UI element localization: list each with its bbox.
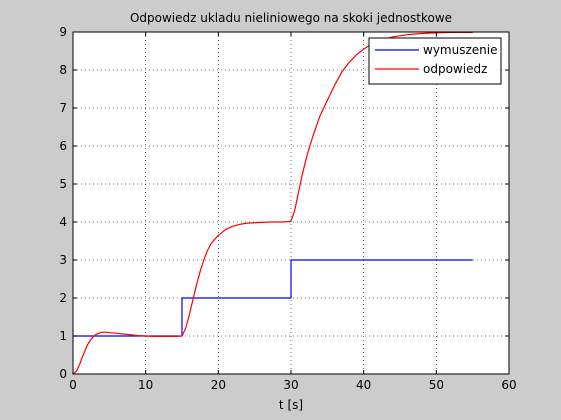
axis-tick-labels: 0 10 20 30 40 50 60 0 1 2 3 4 5 6 7 8 9 <box>59 25 516 392</box>
x-tick-label: 60 <box>501 378 516 392</box>
x-tick-label: 30 <box>283 378 298 392</box>
legend-label: odpowiedz <box>423 62 487 76</box>
x-tick-label: 50 <box>429 378 444 392</box>
x-tick-label: 20 <box>211 378 226 392</box>
y-tick-label: 8 <box>59 63 67 77</box>
x-tick-label: 40 <box>356 378 371 392</box>
series-line-odpowiedz <box>72 31 473 375</box>
x-axis-label: t [s] <box>279 398 303 412</box>
y-tick-label: 9 <box>59 25 67 39</box>
y-tick-label: 2 <box>59 291 67 305</box>
legend-label: wymuszenie <box>423 43 497 57</box>
y-tick-label: 6 <box>59 139 67 153</box>
axis-ticks <box>72 31 510 375</box>
data-series <box>72 31 473 375</box>
chart-title: Odpowiedz ukladu nieliniowego na skoki j… <box>130 11 452 25</box>
legend-box <box>368 37 502 85</box>
y-tick-label: 7 <box>59 101 67 115</box>
x-tick-label: 0 <box>69 378 77 392</box>
y-tick-label: 5 <box>59 177 67 191</box>
y-tick-label: 4 <box>59 215 67 229</box>
y-tick-label: 1 <box>59 329 67 343</box>
x-tick-label: 10 <box>138 378 153 392</box>
y-tick-label: 0 <box>59 367 67 381</box>
legend[interactable]: wymuszenie odpowiedz <box>368 37 502 85</box>
y-tick-label: 3 <box>59 253 67 267</box>
